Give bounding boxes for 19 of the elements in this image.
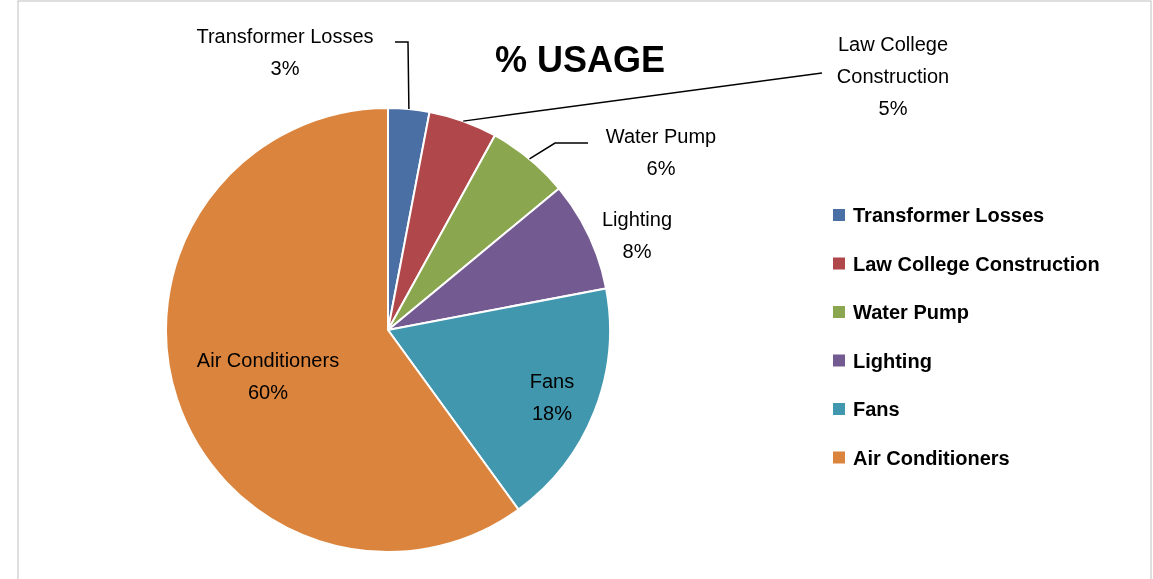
data-label: 18% xyxy=(531,402,573,424)
slice-label: Water Pump xyxy=(605,125,717,147)
legend-label: Transformer Losses xyxy=(853,204,1045,226)
slice-label: Law College Construction xyxy=(836,33,950,87)
data-label: 5% xyxy=(878,97,908,119)
slice-label: Fans xyxy=(529,370,575,392)
slice-label: Air Conditioners xyxy=(196,349,340,371)
slice-label: Lighting xyxy=(601,208,673,230)
legend-label: Fans xyxy=(853,398,900,420)
legend-label: Water Pump xyxy=(853,301,969,323)
legend-label: Law College Construction xyxy=(853,252,1100,275)
data-label: 3% xyxy=(270,57,300,79)
slice-label: Transformer Losses xyxy=(196,25,374,47)
data-label: 60% xyxy=(247,381,289,403)
legend-label: Lighting xyxy=(853,349,932,372)
chart-title: % USAGE xyxy=(494,39,666,80)
data-label: 8% xyxy=(622,240,652,262)
data-label: 6% xyxy=(646,157,676,179)
legend-label: Air Conditioners xyxy=(853,446,1010,469)
